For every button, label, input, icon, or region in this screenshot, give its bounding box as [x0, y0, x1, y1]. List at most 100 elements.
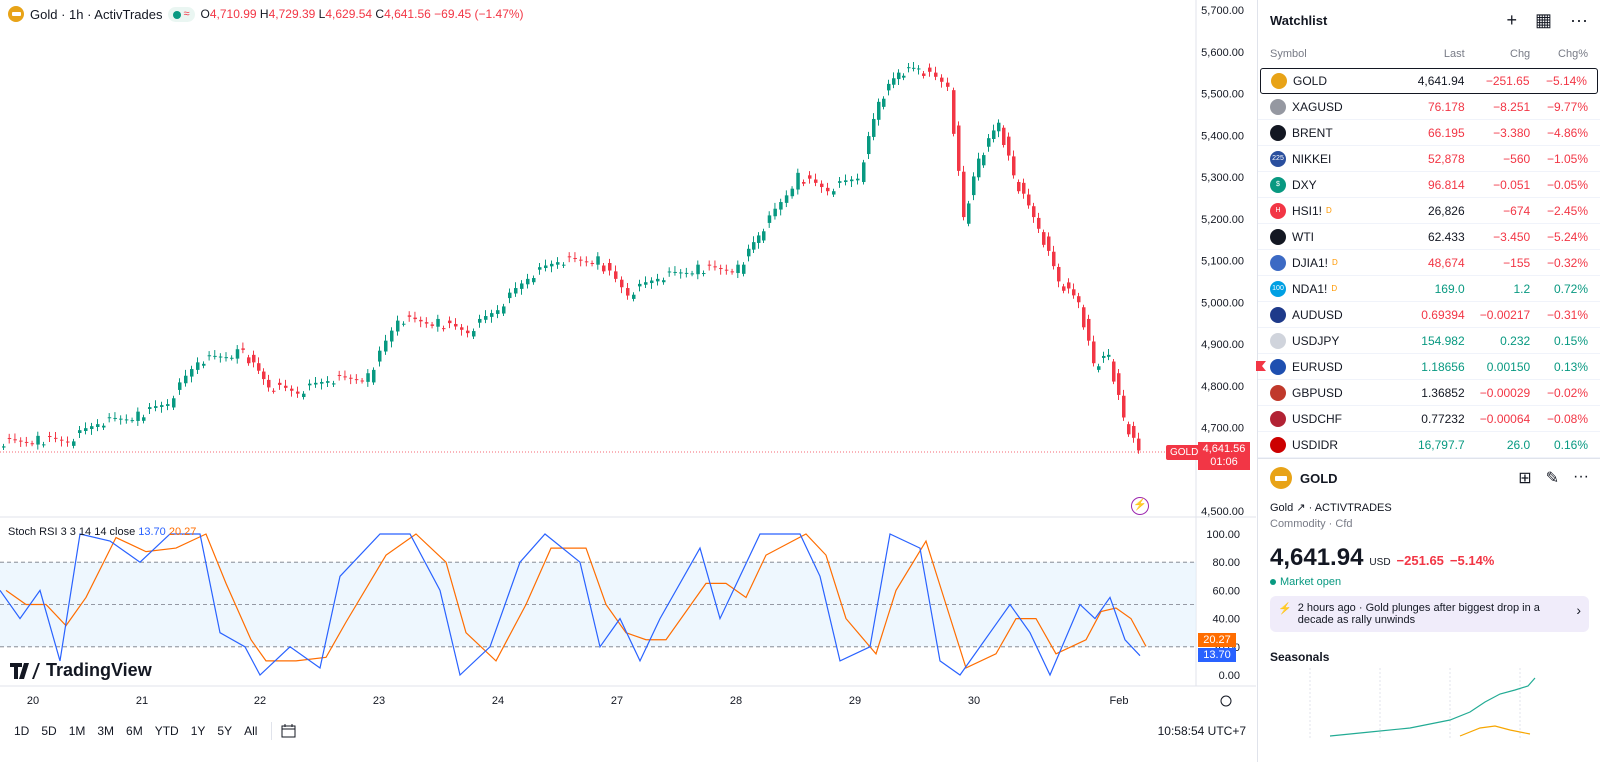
more-icon[interactable]: ···	[1573, 468, 1589, 485]
news-item[interactable]: ⚡ 2 hours ago · Gold plunges after bigge…	[1270, 596, 1589, 632]
row-chg-pct: −0.08%	[1546, 411, 1588, 426]
stoch-rsi-legend[interactable]: Stoch RSI 3 3 14 14 close 13.70 20.27	[8, 526, 197, 538]
candle-body	[124, 419, 129, 421]
candle-body	[296, 391, 300, 394]
price-axis-label: 5,700.00	[1201, 5, 1244, 17]
candle-body	[402, 323, 406, 325]
watchlist-row-dxy[interactable]: $ DXY 96.814 −0.051 −0.05%	[1258, 172, 1600, 198]
watchlist-row-usdidr[interactable]: USDIDR 16,797.7 26.0 0.16%	[1258, 432, 1600, 458]
watchlist-row-hsi1[interactable]: H HSI1! D 26,826 −674 −2.45%	[1258, 198, 1600, 224]
range-all[interactable]: All	[244, 724, 258, 738]
watchlist-row-brent[interactable]: BRENT 66.195 −3.380 −4.86%	[1258, 120, 1600, 146]
candle-body	[567, 256, 572, 258]
chart-canvas[interactable]: 5,700.00 5,600.00 5,500.00 5,400.00 5,300.00…	[0, 0, 1256, 716]
external-link-icon[interactable]: ↗	[1296, 502, 1306, 514]
watchlist-row-xagusd[interactable]: XAGUSD 76.178 −8.251 −9.77%	[1258, 94, 1600, 120]
watchlist-row-gbpusd[interactable]: GBPUSD 1.36852 −0.00029 −0.02%	[1258, 380, 1600, 406]
candle-body	[384, 340, 388, 352]
candle-body	[826, 187, 830, 192]
watchlist-row-wti[interactable]: WTI 62.433 −3.450 −5.24%	[1258, 224, 1600, 250]
detail-description: Gold ↗ · ACTIVTRADES	[1270, 502, 1392, 514]
col-chg[interactable]: Chg	[1510, 48, 1531, 60]
candle-body	[838, 181, 842, 183]
range-selector: 1D 5D 1M 3M 6M YTD 1Y 5Y All	[8, 722, 263, 740]
candle-body	[213, 355, 217, 357]
watchlist-title[interactable]: Watchlist	[1270, 12, 1328, 28]
event-bolt-icon[interactable]: ⚡	[1131, 497, 1149, 515]
candle-body	[596, 256, 600, 265]
candle-body	[779, 202, 783, 210]
range-5d[interactable]: 5D	[41, 724, 57, 738]
advanced-view-icon[interactable]: ▦	[1535, 9, 1553, 30]
candle-body	[235, 349, 240, 359]
more-icon[interactable]: ···	[1570, 9, 1588, 30]
flag-icon[interactable]	[1256, 361, 1266, 371]
candle-body	[1077, 296, 1081, 303]
range-5y[interactable]: 5Y	[217, 724, 233, 738]
row-chg: 0.00150	[1486, 359, 1531, 374]
time-axis-label: 24	[492, 695, 504, 707]
divider	[271, 722, 273, 740]
tradingview-logo[interactable]: TradingView	[10, 660, 152, 681]
candle-body	[308, 383, 312, 386]
col-last[interactable]: Last	[1443, 48, 1465, 60]
watchlist-row-djia1[interactable]: DJIA1! D 48,674 −155 −0.32%	[1258, 250, 1600, 276]
candle-body	[413, 317, 417, 320]
range-1m[interactable]: 1M	[68, 724, 86, 738]
candle-body	[19, 440, 23, 442]
detail-symbol[interactable]: GOLD	[1300, 470, 1338, 486]
row-chg: −3.380	[1493, 125, 1531, 140]
row-last: 1.36852	[1421, 385, 1465, 400]
row-chg: −0.00064	[1479, 411, 1531, 426]
range-1y[interactable]: 1Y	[190, 724, 206, 738]
candle-body	[326, 381, 330, 383]
range-3m[interactable]: 3M	[97, 724, 115, 738]
candle-body	[278, 382, 282, 385]
price-chart[interactable]: 5,700.00 5,600.00 5,500.00 5,400.00 5,300.00…	[0, 0, 1280, 762]
candle-body	[922, 73, 926, 76]
range-1d[interactable]: 1D	[14, 724, 30, 738]
watchlist-row-nikkei[interactable]: 225 NIKKEI 52,878 −560 −1.05%	[1258, 146, 1600, 172]
candle-body	[1092, 341, 1096, 364]
symbol-title[interactable]: Gold · 1h · ActivTrades	[30, 6, 163, 22]
candle-body	[1012, 156, 1016, 176]
add-symbol-icon[interactable]: +	[1506, 9, 1517, 30]
candle-body	[252, 354, 256, 363]
row-last: 16,797.7	[1417, 437, 1465, 452]
calendar-goto-icon[interactable]	[280, 723, 298, 739]
candle-body	[460, 327, 464, 330]
watchlist-row-usdjpy[interactable]: USDJPY 154.982 0.232 0.15%	[1258, 328, 1600, 354]
news-time: 2 hours ago	[1297, 602, 1356, 614]
range-ytd[interactable]: YTD	[154, 724, 179, 738]
watchlist-row-audusd[interactable]: AUDUSD 0.69394 −0.00217 −0.31%	[1258, 302, 1600, 328]
row-last: 0.77232	[1421, 411, 1465, 426]
col-chg-pct[interactable]: Chg%	[1558, 48, 1588, 60]
candle-body	[544, 265, 548, 269]
row-chg-pct: 0.72%	[1553, 281, 1588, 296]
candle-body	[466, 330, 470, 334]
range-6m[interactable]: 6M	[126, 724, 143, 738]
candle-body	[1087, 318, 1091, 341]
seasonals-chart[interactable]	[1270, 668, 1570, 738]
candle-body	[1132, 425, 1136, 438]
time-axis-label: 30	[968, 695, 980, 707]
candle-body	[679, 272, 683, 274]
candle-body	[767, 215, 772, 223]
row-chg-pct: −0.05%	[1546, 177, 1588, 192]
watchlist-row-eurusd[interactable]: EURUSD 1.18656 0.00150 0.13%	[1256, 354, 1600, 380]
candle-body	[1037, 217, 1041, 229]
edit-icon[interactable]: ✎	[1545, 470, 1560, 487]
candle-body	[1067, 282, 1071, 289]
market-status-pill[interactable]: ≈	[168, 6, 195, 22]
row-symbol: GOLD	[1293, 74, 1328, 88]
candle-body	[119, 418, 123, 420]
watchlist-row-nda1[interactable]: 100 NDA1! D 169.0 1.2 0.72%	[1258, 276, 1600, 302]
clock-timezone[interactable]: 10:58:54 UTC+7	[1157, 724, 1246, 738]
seasonals-title[interactable]: Seasonals	[1270, 650, 1330, 664]
gbpusd-icon	[1270, 384, 1286, 401]
watchlist-row-gold[interactable]: GOLD 4,641.94 −251.65 −5.14%	[1260, 68, 1598, 94]
candle-body	[130, 420, 135, 422]
watchlist-row-usdchf[interactable]: USDCHF 0.77232 −0.00064 −0.08%	[1258, 406, 1600, 432]
col-symbol[interactable]: Symbol	[1270, 48, 1307, 60]
grid-icon[interactable]: ⊞	[1518, 470, 1532, 487]
